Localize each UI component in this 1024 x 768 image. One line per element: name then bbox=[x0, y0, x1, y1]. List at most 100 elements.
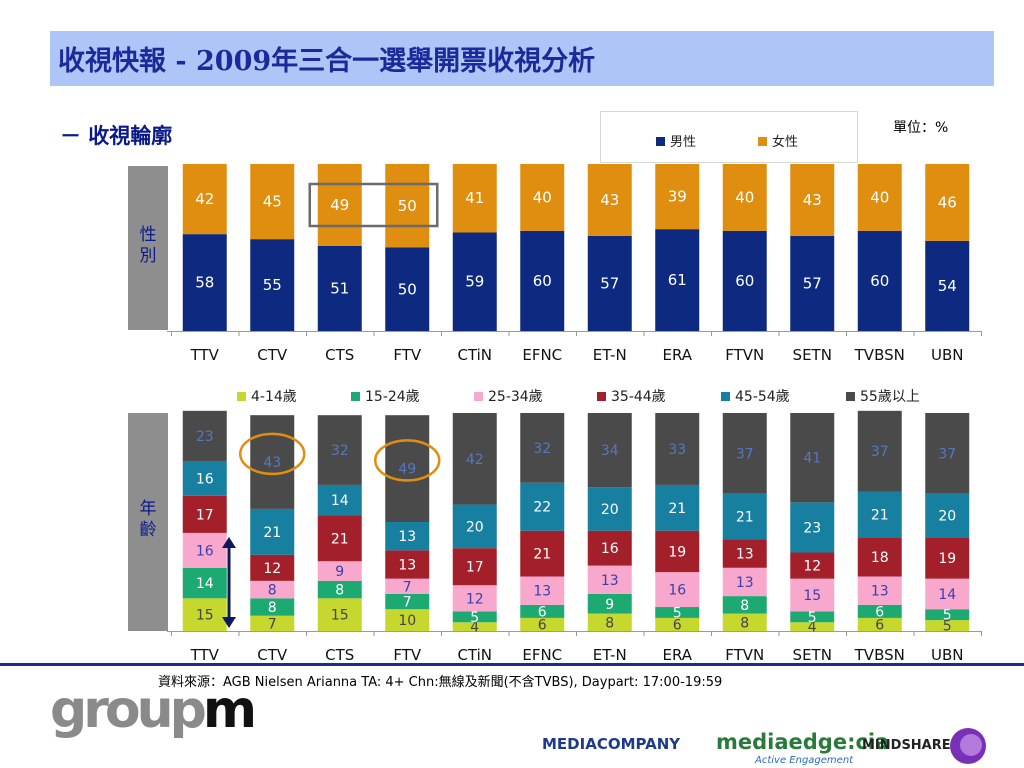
data-label-ubn-1: 5 bbox=[943, 608, 952, 624]
data-label-era-0: 6 bbox=[673, 617, 682, 633]
tick-label-setn: SETN bbox=[793, 646, 832, 664]
data-label-setn-1: 43 bbox=[803, 191, 822, 209]
bar-era-0 bbox=[655, 617, 700, 631]
bar-ftv-3 bbox=[385, 550, 430, 579]
tick-label-ubn: UBN bbox=[931, 346, 964, 364]
bar-ftv-1 bbox=[385, 164, 430, 248]
bar-cts-5 bbox=[317, 415, 362, 485]
range-arrow-head-up bbox=[222, 537, 236, 548]
tick-label-cts: CTS bbox=[325, 346, 354, 364]
bar-ubn-1 bbox=[925, 609, 970, 621]
data-label-ctin-2: 12 bbox=[466, 591, 484, 607]
bar-setn-2 bbox=[790, 578, 835, 612]
bar-et-n-4 bbox=[587, 487, 632, 531]
bar-ctin-3 bbox=[452, 548, 497, 586]
data-label-tvbsn-0: 6 bbox=[875, 617, 884, 633]
bar-era-5 bbox=[655, 413, 700, 485]
bar-ttv-0 bbox=[182, 234, 227, 331]
data-label-efnc-0: 6 bbox=[538, 617, 547, 633]
data-label-ubn-5: 37 bbox=[938, 446, 956, 462]
bar-tvbsn-2 bbox=[857, 576, 902, 605]
bar-ttv-3 bbox=[182, 495, 227, 533]
tick-label-ftv: FTV bbox=[393, 346, 422, 364]
bar-ctv-0 bbox=[250, 239, 295, 331]
groupm-logo: groupm bbox=[50, 680, 257, 740]
data-label-ttv-1: 42 bbox=[195, 190, 214, 208]
data-label-setn-4: 23 bbox=[803, 520, 821, 536]
data-label-ctv-4: 21 bbox=[263, 525, 281, 541]
bar-efnc-5 bbox=[520, 413, 565, 483]
bar-ctv-4 bbox=[250, 508, 295, 555]
data-label-ctin-1: 5 bbox=[470, 610, 479, 626]
data-label-ctin-5: 42 bbox=[466, 452, 484, 468]
bar-ftv-0 bbox=[385, 247, 430, 331]
bar-setn-0 bbox=[790, 235, 835, 331]
bar-ctv-1 bbox=[250, 598, 295, 616]
data-label-tvbsn-0: 60 bbox=[870, 272, 889, 290]
data-label-ftv-0: 50 bbox=[398, 280, 417, 298]
age-legend-label-4-14: 4-14歲 bbox=[251, 389, 297, 405]
data-label-era-1: 5 bbox=[673, 605, 682, 621]
data-label-ubn-3: 19 bbox=[938, 551, 956, 567]
tick-label-ctv: CTV bbox=[257, 646, 288, 664]
age-legend-item-4-14: 4-14歲 bbox=[237, 386, 297, 406]
data-label-et-n-2: 13 bbox=[601, 573, 619, 589]
tick-label-ctin: CTiN bbox=[457, 646, 492, 664]
bar-tvbsn-5 bbox=[857, 410, 902, 492]
data-label-cts-0: 15 bbox=[331, 608, 349, 624]
data-label-ubn-0: 5 bbox=[943, 619, 952, 635]
data-label-efnc-0: 60 bbox=[533, 272, 552, 290]
bar-ctv-3 bbox=[250, 554, 295, 581]
tick-label-era: ERA bbox=[662, 346, 692, 364]
bar-efnc-0 bbox=[520, 617, 565, 631]
legend-swatch-male bbox=[656, 137, 665, 146]
data-label-et-n-5: 34 bbox=[601, 443, 619, 459]
data-label-ctin-4: 20 bbox=[466, 519, 484, 535]
bar-era-1 bbox=[655, 164, 700, 230]
bar-efnc-1 bbox=[520, 164, 565, 231]
data-label-ctv-0: 55 bbox=[263, 276, 282, 294]
tick-label-et-n: ET-N bbox=[593, 646, 627, 664]
data-label-ctin-0: 59 bbox=[465, 273, 484, 291]
bar-efnc-4 bbox=[520, 482, 565, 531]
data-label-era-1: 39 bbox=[668, 188, 687, 206]
data-label-ftvn-4: 21 bbox=[736, 510, 754, 526]
bar-ubn-0 bbox=[925, 240, 970, 331]
tick-label-tvbsn: TVBSN bbox=[854, 646, 905, 664]
bar-setn-0 bbox=[790, 622, 835, 631]
bar-ftv-2 bbox=[385, 578, 430, 594]
bar-ftvn-0 bbox=[722, 613, 767, 631]
bar-et-n-0 bbox=[587, 235, 632, 331]
bar-ttv-2 bbox=[182, 532, 227, 568]
page-title: 收視快報 - 2009年三合一選舉開票收視分析 bbox=[58, 46, 596, 77]
bar-et-n-3 bbox=[587, 530, 632, 566]
tick-label-ttv: TTV bbox=[190, 646, 220, 664]
bar-et-n-1 bbox=[587, 164, 632, 236]
age-legend-item-15-24: 15-24歲 bbox=[351, 386, 420, 406]
data-label-et-n-1: 9 bbox=[605, 597, 614, 613]
bar-setn-1 bbox=[790, 611, 835, 623]
bar-et-n-5 bbox=[587, 413, 632, 488]
data-label-ftvn-3: 13 bbox=[736, 547, 754, 563]
source-note: 資料來源：AGB Nielsen Arianna TA: 4+ Chn:無線及新… bbox=[158, 675, 723, 690]
bar-tvbsn-0 bbox=[857, 617, 902, 631]
tick-label-ubn: UBN bbox=[931, 646, 964, 664]
data-label-ftv-2: 7 bbox=[403, 579, 412, 595]
data-label-ctv-0: 7 bbox=[268, 616, 277, 632]
tick-label-ftvn: FTVN bbox=[725, 346, 764, 364]
data-label-ftv-0: 10 bbox=[398, 613, 416, 629]
bar-ttv-4 bbox=[182, 460, 227, 496]
data-label-tvbsn-3: 18 bbox=[871, 550, 889, 566]
data-label-et-n-4: 20 bbox=[601, 502, 619, 518]
data-label-ctv-1: 8 bbox=[268, 600, 277, 616]
bar-cts-1 bbox=[317, 580, 362, 599]
age-legend-swatch-15-24 bbox=[351, 392, 360, 401]
data-label-ftvn-1: 8 bbox=[740, 598, 749, 614]
age-legend-label-35-44: 35-44歲 bbox=[611, 389, 666, 405]
bar-ftv-5 bbox=[385, 415, 430, 522]
data-label-era-4: 21 bbox=[668, 501, 686, 517]
tick-label-et-n: ET-N bbox=[593, 346, 627, 364]
bar-era-2 bbox=[655, 572, 700, 608]
bar-era-4 bbox=[655, 484, 700, 531]
bar-ftvn-4 bbox=[722, 493, 767, 540]
